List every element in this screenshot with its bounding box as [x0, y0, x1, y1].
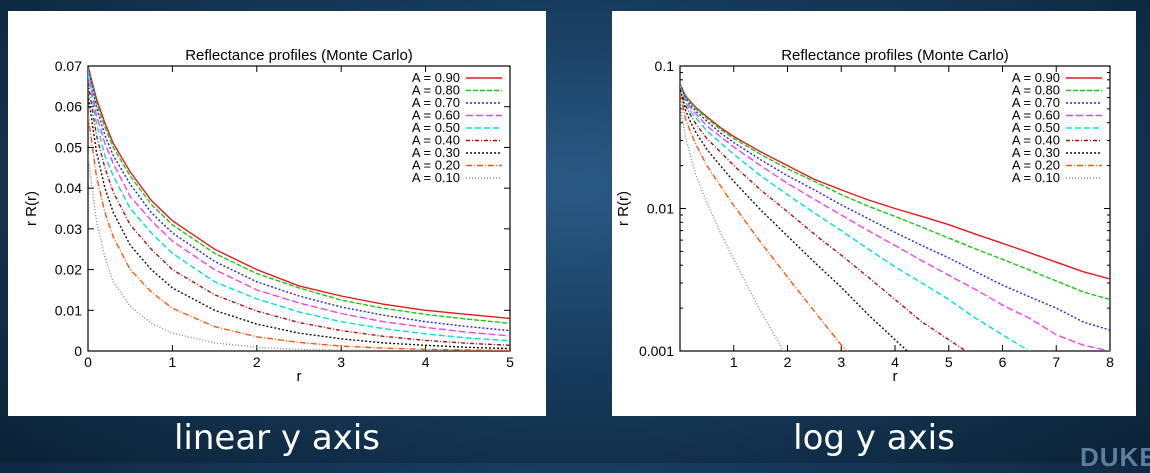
legend-label: A = 0.40 [412, 133, 460, 148]
y-axis-label: r R(r) [615, 191, 632, 226]
y-tick-label: 0.05 [55, 139, 82, 155]
legend-label: A = 0.30 [1012, 145, 1060, 160]
x-tick-label: 3 [837, 354, 845, 370]
caption-linear: linear y axis [173, 418, 381, 458]
legend-label: A = 0.70 [1012, 95, 1060, 110]
y-tick-label: 0.02 [55, 262, 82, 278]
series-line [88, 66, 510, 320]
series-line [680, 87, 968, 351]
series-line [88, 155, 510, 351]
legend-label: A = 0.90 [412, 70, 460, 85]
legend-label: A = 0.70 [412, 95, 460, 110]
chart-linear-y: Reflectance profiles (Monte Carlo) 0 0.01 0… [23, 47, 514, 385]
chart-title: Reflectance profiles (Monte Carlo) [185, 47, 413, 64]
legend-label: A = 0.90 [1012, 70, 1060, 85]
legend-label: A = 0.50 [412, 120, 460, 135]
x-tick-label: 6 [999, 354, 1007, 370]
legend-label: A = 0.60 [1012, 108, 1060, 123]
series-line [680, 89, 909, 351]
legend-label: A = 0.10 [1012, 170, 1060, 185]
plot-frame [87, 65, 511, 352]
y-tick-label: 0.07 [55, 58, 82, 74]
y-tick-label: 0.01 [55, 302, 82, 318]
x-tick-label: 3 [337, 354, 345, 370]
x-tick-label: 0 [84, 354, 92, 370]
series-line [680, 84, 1110, 331]
legend-label: A = 0.50 [1012, 120, 1060, 135]
series-line [680, 86, 1030, 351]
y-tick-label: 0.06 [55, 99, 82, 115]
x-tick-label: 2 [253, 354, 261, 370]
series-line [680, 83, 1110, 301]
x-tick-label: 4 [891, 354, 899, 370]
x-tick-label: 1 [730, 354, 738, 370]
series-line [680, 102, 785, 351]
series-line [88, 69, 510, 337]
x-tick-label: 4 [422, 354, 430, 370]
y-tick-label: 0.1 [655, 58, 675, 74]
y-tick-label: 0.04 [55, 180, 82, 196]
chart-log-y: Reflectance profiles (Monte Carlo) 0.001 0… [615, 47, 1114, 385]
legend-label: A = 0.20 [412, 158, 460, 173]
caption-log: log y axis [793, 418, 955, 458]
chart-panel-log: Reflectance profiles (Monte Carlo) 0.001 0… [612, 11, 1136, 416]
series-line [680, 83, 1110, 280]
x-tick-label: 5 [506, 354, 514, 370]
legend-label: A = 0.30 [412, 145, 460, 160]
series-line [88, 73, 510, 342]
series-line [88, 114, 510, 351]
x-axis-label: r [893, 368, 898, 385]
x-tick-label: 8 [1106, 354, 1114, 370]
y-axis-label: r R(r) [23, 191, 40, 226]
x-tick-label: 2 [784, 354, 792, 370]
y-tick-label: 0.01 [647, 201, 674, 217]
chart-panel-linear: Reflectance profiles (Monte Carlo) 0 0.01 0… [8, 11, 546, 416]
legend-label: A = 0.60 [412, 108, 460, 123]
y-tick-label: 0.03 [55, 221, 82, 237]
series-line [680, 93, 848, 351]
y-tick-label: 0 [74, 343, 82, 359]
x-tick-label: 1 [169, 354, 177, 370]
watermark-logo: DUKE [1080, 442, 1150, 472]
series-line [88, 66, 510, 332]
x-tick-label: 5 [945, 354, 953, 370]
series-line [680, 85, 1110, 351]
legend-label: A = 0.10 [412, 170, 460, 185]
legend-label: A = 0.80 [412, 83, 460, 98]
legend-label: A = 0.20 [1012, 158, 1060, 173]
legend-label: A = 0.40 [1012, 133, 1060, 148]
x-tick-label: 7 [1052, 354, 1060, 370]
legend-label: A = 0.80 [1012, 83, 1060, 98]
series-line [88, 94, 510, 350]
y-tick-label: 0.001 [639, 343, 674, 359]
series-line [88, 66, 510, 324]
x-axis-label: r [297, 368, 302, 385]
chart-title: Reflectance profiles (Monte Carlo) [781, 47, 1009, 64]
